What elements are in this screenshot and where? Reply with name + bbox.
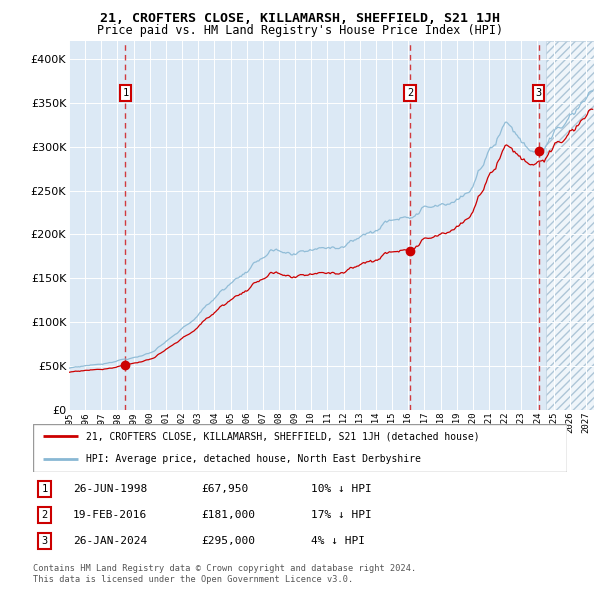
Text: 21, CROFTERS CLOSE, KILLAMARSH, SHEFFIELD, S21 1JH (detached house): 21, CROFTERS CLOSE, KILLAMARSH, SHEFFIEL… [86,431,480,441]
Bar [545,41,600,410]
Text: 4% ↓ HPI: 4% ↓ HPI [311,536,365,546]
Text: 17% ↓ HPI: 17% ↓ HPI [311,510,371,520]
Text: Contains HM Land Registry data © Crown copyright and database right 2024.: Contains HM Land Registry data © Crown c… [33,564,416,573]
Text: 1: 1 [41,484,48,494]
Text: 3: 3 [41,536,48,546]
Text: 3: 3 [536,88,542,98]
Text: £181,000: £181,000 [201,510,255,520]
Text: 26-JUN-1998: 26-JUN-1998 [73,484,148,494]
Text: 2: 2 [41,510,48,520]
Text: 2: 2 [407,88,413,98]
Text: This data is licensed under the Open Government Licence v3.0.: This data is licensed under the Open Gov… [33,575,353,584]
Text: Price paid vs. HM Land Registry's House Price Index (HPI): Price paid vs. HM Land Registry's House … [97,24,503,37]
Bar [545,41,600,410]
Text: HPI: Average price, detached house, North East Derbyshire: HPI: Average price, detached house, Nort… [86,454,421,464]
Text: 26-JAN-2024: 26-JAN-2024 [73,536,148,546]
Text: £67,950: £67,950 [201,484,248,494]
Text: £295,000: £295,000 [201,536,255,546]
Text: 19-FEB-2016: 19-FEB-2016 [73,510,148,520]
Text: 21, CROFTERS CLOSE, KILLAMARSH, SHEFFIELD, S21 1JH: 21, CROFTERS CLOSE, KILLAMARSH, SHEFFIEL… [100,12,500,25]
FancyBboxPatch shape [33,424,567,472]
Text: 1: 1 [122,88,128,98]
Text: 10% ↓ HPI: 10% ↓ HPI [311,484,371,494]
